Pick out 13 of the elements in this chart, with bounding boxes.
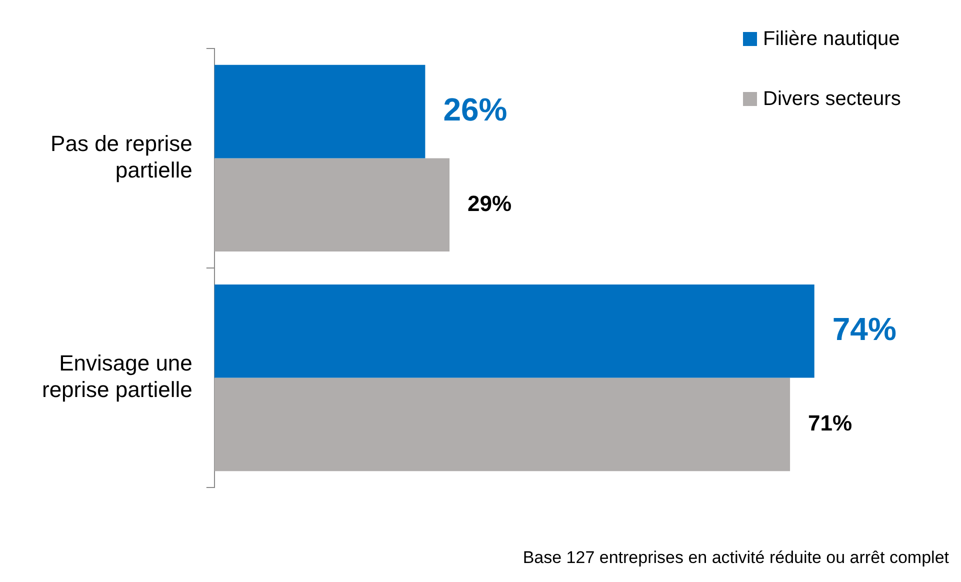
- bar: [214, 64, 426, 158]
- y-tick-label: Pas de reprise partielle: [50, 131, 192, 182]
- data-label: 26%: [443, 91, 508, 128]
- bar: [214, 158, 450, 252]
- data-label: 71%: [808, 410, 852, 436]
- bar: [214, 378, 790, 472]
- y-tick-label: Envisage une reprise partielle: [42, 350, 192, 402]
- data-label: 29%: [468, 190, 512, 216]
- text: Base 127 entreprises en activité réduite ou arrêt complet: [522, 548, 949, 568]
- legend-label: Divers secteurs: [763, 88, 901, 110]
- bar: [214, 284, 814, 378]
- data-label: 74%: [832, 310, 896, 347]
- legend-label: Filière nautique: [763, 28, 900, 50]
